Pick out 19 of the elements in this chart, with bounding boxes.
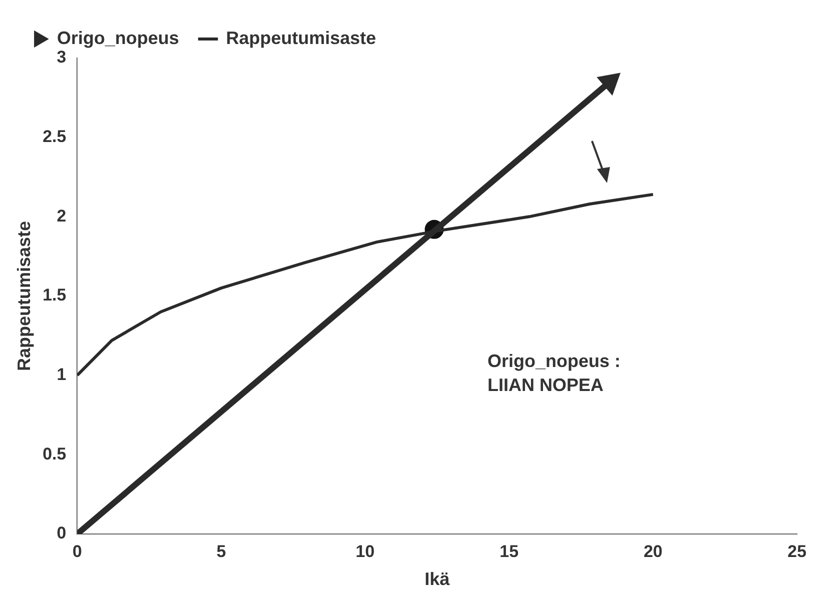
annotation: LIIAN NOPEA <box>488 375 604 396</box>
x-tick-label: 5 <box>216 542 226 561</box>
y-tick-label: 3 <box>56 48 66 67</box>
y-tick-label: 1 <box>56 365 66 384</box>
y-tick-label: 0 <box>56 524 66 543</box>
x-tick-label: 15 <box>500 542 519 561</box>
y-tick-label: 1.5 <box>42 286 66 305</box>
y-axis-title: Rappeutumisaste <box>14 220 34 372</box>
x-tick-label: 20 <box>644 542 663 561</box>
x-axis-title: Ikä <box>424 569 451 590</box>
x-tick-label: 25 <box>788 542 806 561</box>
x-tick-label: 10 <box>356 542 375 561</box>
x-tick-label: 0 <box>72 542 82 561</box>
y-tick-label: 0.5 <box>42 444 66 464</box>
y-tick-label: 2 <box>56 206 66 226</box>
y-tick-label: 2.5 <box>42 127 66 146</box>
legend-label: Rappeutumisaste <box>226 28 376 48</box>
annotation: Origo_nopeus : <box>488 351 621 372</box>
legend-label: Origo_nopeus <box>57 28 180 48</box>
